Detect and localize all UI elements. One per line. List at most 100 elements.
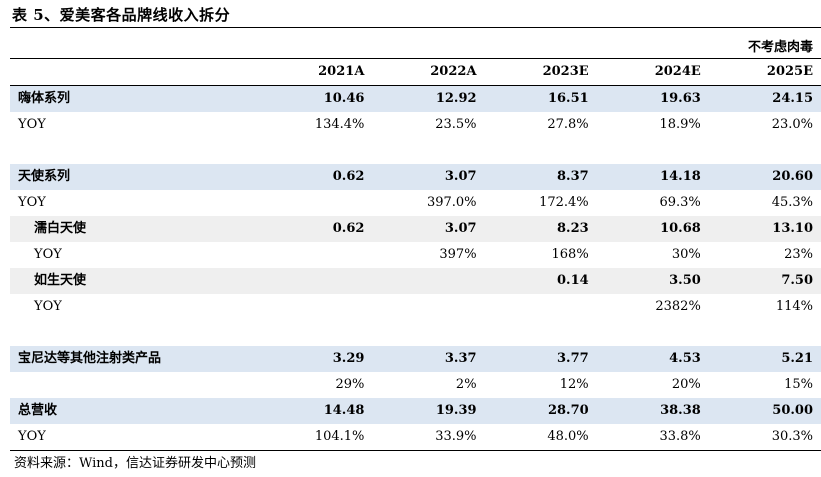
value-cell: 3.77 bbox=[484, 346, 597, 372]
value-cell: 134.4% bbox=[314, 117, 365, 132]
value-cell: 5.21 bbox=[708, 346, 821, 372]
value-cell: 45.3% bbox=[771, 195, 813, 210]
table-row: YOY 104.1% 33.9% 48.0% 33.8% 30.3% bbox=[10, 424, 821, 451]
row-label: YOY bbox=[34, 247, 62, 262]
header-cell-2023e: 2023E bbox=[484, 58, 597, 86]
row-label: YOY bbox=[10, 424, 261, 451]
value-cell bbox=[372, 294, 484, 320]
value-cell: 20% bbox=[671, 377, 701, 392]
value-cell: 48.0% bbox=[484, 424, 597, 451]
value-cell: 168% bbox=[551, 247, 589, 262]
value-cell: 14.18 bbox=[596, 164, 709, 190]
value-cell: 18.9% bbox=[659, 117, 701, 132]
row-label: YOY bbox=[34, 299, 62, 314]
row-label: 总营收 bbox=[10, 398, 261, 424]
value-cell: 15% bbox=[784, 377, 813, 392]
title-divider bbox=[10, 27, 821, 28]
table-title: 表 5、爱美客各品牌线收入拆分 bbox=[12, 6, 231, 24]
value-cell: 0.62 bbox=[260, 216, 373, 242]
spacer-cell bbox=[10, 320, 821, 346]
table-header-row: 2021A 2022A 2023E 2024E 2025E bbox=[10, 58, 821, 86]
value-cell: 16.51 bbox=[484, 85, 597, 112]
value-cell: 0.62 bbox=[260, 164, 373, 190]
spacer-row bbox=[10, 138, 821, 164]
value-cell: 29% bbox=[335, 377, 365, 392]
value-cell: 10.68 bbox=[596, 216, 709, 242]
header-cell-2024e: 2024E bbox=[596, 58, 709, 86]
value-cell bbox=[260, 268, 373, 294]
header-cell-2025e: 2025E bbox=[708, 58, 821, 86]
value-cell: 27.8% bbox=[547, 117, 589, 132]
table-row: 总营收 14.48 19.39 28.70 38.38 50.00 bbox=[10, 398, 821, 424]
value-cell: 13.10 bbox=[708, 216, 821, 242]
table-row: YOY 397% 168% 30% 23% bbox=[10, 242, 821, 268]
value-cell: 10.46 bbox=[260, 85, 373, 112]
unit-note: 不考虑肉毒 bbox=[747, 40, 813, 55]
value-cell: 2382% bbox=[655, 299, 701, 314]
header-cell-2022a: 2022A bbox=[372, 58, 485, 86]
value-cell: 50.00 bbox=[708, 398, 821, 424]
spacer-cell bbox=[10, 138, 821, 164]
value-cell: 38.38 bbox=[596, 398, 709, 424]
value-cell: 3.29 bbox=[260, 346, 373, 372]
table-row: 29% 2% 12% 20% 15% bbox=[10, 372, 821, 398]
value-cell: 8.37 bbox=[484, 164, 597, 190]
value-cell: 33.9% bbox=[372, 424, 485, 451]
value-cell: 20.60 bbox=[708, 164, 821, 190]
value-cell: 23.0% bbox=[771, 117, 813, 132]
header-cell-label bbox=[10, 58, 261, 86]
row-label: 如生天使 bbox=[10, 268, 261, 294]
spacer-row bbox=[10, 320, 821, 346]
row-label: 嗨体系列 bbox=[10, 85, 261, 112]
value-cell bbox=[485, 294, 597, 320]
row-label: 濡白天使 bbox=[10, 216, 261, 242]
value-cell: 3.07 bbox=[372, 216, 485, 242]
table-row: YOY 134.4% 23.5% 27.8% 18.9% 23.0% bbox=[10, 112, 821, 138]
value-cell: 19.63 bbox=[596, 85, 709, 112]
value-cell: 14.48 bbox=[260, 398, 373, 424]
table-row: 宝尼达等其他注射类产品 3.29 3.37 3.77 4.53 5.21 bbox=[10, 346, 821, 372]
value-cell: 19.39 bbox=[372, 398, 485, 424]
value-cell: 23% bbox=[784, 247, 813, 262]
row-label bbox=[10, 372, 260, 398]
value-cell: 33.8% bbox=[596, 424, 709, 451]
row-label: 宝尼达等其他注射类产品 bbox=[10, 346, 261, 372]
table-row: 嗨体系列 10.46 12.92 16.51 19.63 24.15 bbox=[10, 85, 821, 112]
revenue-breakdown-table: 2021A 2022A 2023E 2024E 2025E 嗨体系列 10.46 1… bbox=[10, 58, 821, 451]
value-cell: 2% bbox=[455, 377, 477, 392]
table-row: 如生天使 0.14 3.50 7.50 bbox=[10, 268, 821, 294]
table-body: 嗨体系列 10.46 12.92 16.51 19.63 24.15 YOY 134.4% 23… bbox=[10, 85, 821, 451]
value-cell: 7.50 bbox=[708, 268, 821, 294]
table-row: YOY 397.0% 172.4% 69.3% 45.3% bbox=[10, 190, 821, 216]
value-cell: 30.3% bbox=[708, 424, 821, 451]
table-row: YOY 2382% 114% bbox=[10, 294, 821, 320]
value-cell: 0.14 bbox=[484, 268, 597, 294]
value-cell: 12% bbox=[559, 377, 589, 392]
value-cell: 114% bbox=[775, 299, 813, 314]
value-cell: 69.3% bbox=[659, 195, 701, 210]
value-cell: 23.5% bbox=[435, 117, 477, 132]
value-cell: 397.0% bbox=[426, 195, 477, 210]
value-cell: 3.37 bbox=[372, 346, 485, 372]
header-cell-2021a: 2021A bbox=[260, 58, 373, 86]
value-cell: 397% bbox=[439, 247, 477, 262]
value-cell: 28.70 bbox=[484, 398, 597, 424]
value-cell: 3.07 bbox=[372, 164, 485, 190]
source-note: 资料来源：Wind，信达证券研发中心预测 bbox=[14, 456, 256, 471]
value-cell: 12.92 bbox=[372, 85, 485, 112]
value-cell: 104.1% bbox=[260, 424, 373, 451]
row-label: 天使系列 bbox=[10, 164, 261, 190]
value-cell bbox=[260, 242, 372, 268]
table-row: 天使系列 0.62 3.07 8.37 14.18 20.60 bbox=[10, 164, 821, 190]
value-cell bbox=[372, 268, 485, 294]
value-cell: 3.50 bbox=[596, 268, 709, 294]
value-cell: 8.23 bbox=[484, 216, 597, 242]
table-row: 濡白天使 0.62 3.07 8.23 10.68 13.10 bbox=[10, 216, 821, 242]
row-label: YOY bbox=[18, 195, 46, 210]
value-cell: 172.4% bbox=[539, 195, 589, 210]
value-cell: 4.53 bbox=[596, 346, 709, 372]
value-cell bbox=[260, 294, 372, 320]
value-cell bbox=[260, 190, 372, 216]
row-label: YOY bbox=[18, 117, 46, 132]
value-cell: 30% bbox=[671, 247, 701, 262]
